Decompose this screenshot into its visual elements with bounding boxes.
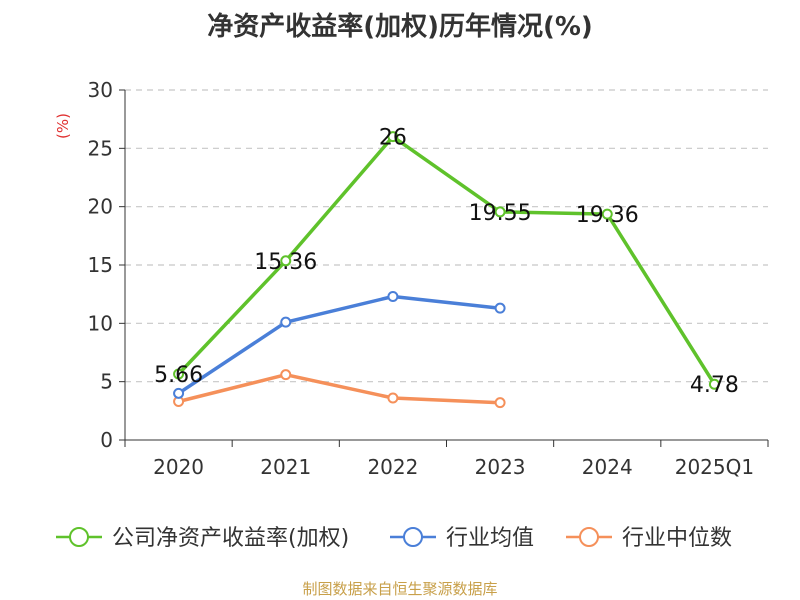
source-note: 制图数据来自恒生聚源数据库	[302, 580, 498, 598]
legend: 公司净资产收益率(加权) 行业均值 行业中位数	[56, 526, 732, 551]
data-point	[387, 131, 399, 143]
y-tick-label: 30	[88, 78, 113, 102]
data-point	[387, 291, 399, 302]
data-label: 26	[379, 126, 407, 151]
x-tick-label: 2025Q1	[675, 455, 754, 479]
x-tick-label: 2020	[153, 455, 204, 479]
x-tick-label: 2021	[260, 455, 311, 479]
series-lines	[173, 131, 720, 409]
data-point	[494, 397, 506, 409]
data-label: 5.66	[154, 363, 203, 388]
grid-lines	[125, 89, 768, 383]
x-tick-label: 2022	[367, 455, 418, 479]
x-tick-label: 2023	[475, 455, 526, 479]
data-label: 4.78	[690, 373, 739, 398]
data-label: 19.36	[576, 203, 639, 228]
data-point	[173, 387, 185, 399]
y-tick-label: 0	[100, 428, 113, 452]
legend-label: 行业中位数	[622, 526, 732, 551]
data-point	[280, 369, 292, 381]
data-point	[494, 302, 506, 314]
series-line	[178, 372, 501, 405]
y-axis-label: (%)	[54, 113, 72, 139]
legend-label: 公司净资产收益率(加权)	[112, 526, 349, 551]
data-point	[280, 255, 292, 267]
data-point	[601, 208, 613, 220]
y-tick-label: 5	[100, 370, 113, 394]
data-point	[173, 368, 185, 380]
legend-label: 行业均值	[446, 526, 534, 551]
data-point	[280, 316, 292, 328]
legend-marker	[579, 527, 599, 547]
data-point	[494, 206, 506, 218]
series-line	[177, 134, 716, 386]
x-tick-label: 2024	[582, 455, 633, 479]
y-tick-label: 25	[88, 136, 113, 160]
data-labels: 5.66 15.36 26 19.55 19.36 4.78	[154, 126, 739, 399]
y-tick-label: 10	[88, 311, 113, 335]
legend-marker	[403, 527, 423, 547]
y-tick-label: 20	[88, 195, 113, 219]
chart-title: 净资产收益率(加权)历年情况(%)	[207, 12, 593, 42]
legend-marker	[69, 527, 89, 547]
data-point	[708, 378, 720, 390]
data-point	[387, 392, 399, 404]
data-label: 19.55	[469, 201, 532, 226]
y-tick-label: 15	[88, 253, 113, 277]
series-line	[177, 294, 501, 395]
axes: 0 5 10 15 20 25 30 2020 2021 2022 2023 2024 2025Q1 (%…	[54, 78, 769, 479]
data-label: 15.36	[254, 250, 317, 275]
